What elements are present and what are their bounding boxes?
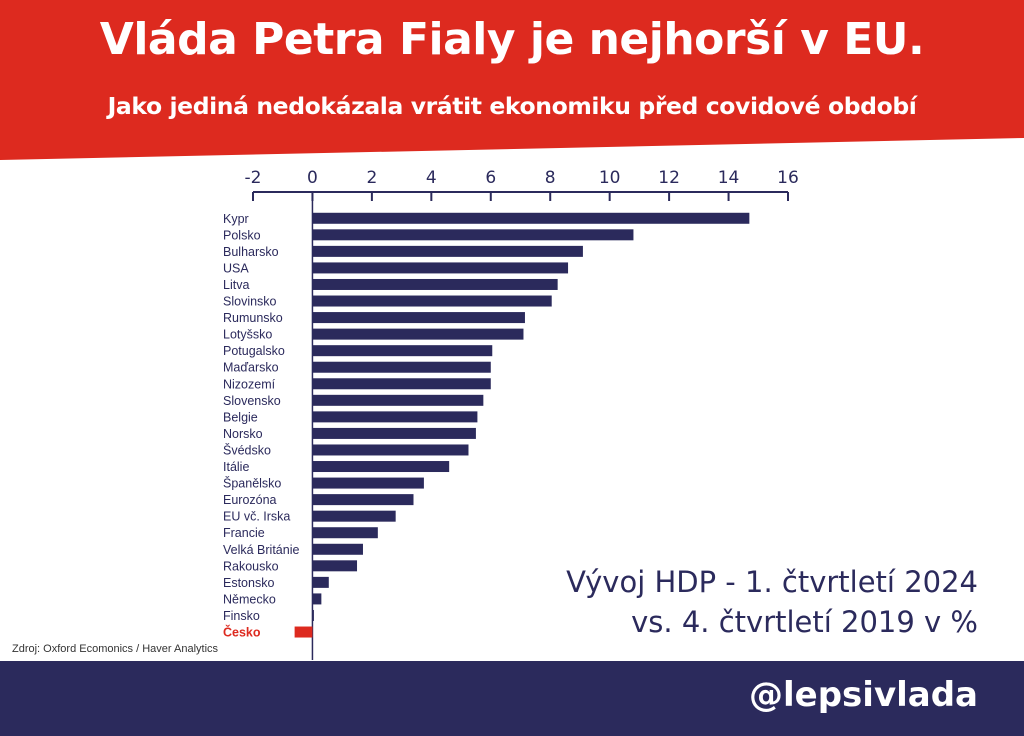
category-label: USA [223,261,249,275]
category-label: Litva [223,278,249,292]
bar-velká-británie [312,543,363,555]
bar-lotyšsko [312,328,524,340]
source-note: Zdroj: Oxford Ecomonics / Haver Analytic… [12,643,219,655]
x-tick-label: 0 [307,168,318,188]
bar-kypr [312,212,750,224]
x-tick-label: 6 [485,168,496,188]
bar-nizozemí [312,378,491,390]
page-subtitle: Jako jediná nedokázala vrátit ekonomiku … [107,92,917,120]
bar-litva [312,278,558,290]
category-label: Německo [223,592,276,606]
bar-belgie [312,411,478,423]
bar-švédsko [312,444,469,456]
category-label: Potugalsko [223,344,285,358]
bar-slovinsko [312,295,552,307]
x-tick-label: 4 [426,168,437,188]
bar-eurozóna [312,494,414,506]
bar-norsko [312,427,476,439]
category-label: Rakousko [223,559,279,573]
bar-slovensko [312,394,484,406]
page-title: Vláda Petra Fialy je nejhorší v EU. [99,14,925,65]
category-label: Španělsko [223,476,281,491]
category-label: Slovensko [223,394,281,408]
x-tick-label: -2 [245,168,262,188]
x-tick-label: 2 [366,168,377,188]
bar-španělsko [312,477,424,489]
category-label: Belgie [223,410,258,424]
category-label: EU vč. Irska [223,510,290,524]
caption-line-1: Vývoj HDP - 1. čtvrtletí 2024 [566,565,978,599]
category-label: Polsko [223,228,261,242]
chart-caption: Vývoj HDP - 1. čtvrtletí 2024 vs. 4. čtv… [458,562,978,642]
bar-chart: -2 0 2 4 6 8 10 12 14 16 Kypr Polsko Bulharsko USA Lit… [223,168,799,660]
x-tick-label: 8 [545,168,556,188]
bar-česko [294,626,313,638]
category-label: Maďarsko [223,361,279,375]
category-label: Finsko [223,609,260,623]
bar-rakousko [312,560,358,572]
x-tick-label: 12 [658,168,680,188]
category-label: Francie [223,526,265,540]
header-background [0,0,1024,160]
bar-itálie [312,461,450,473]
bar-francie [312,527,378,539]
category-label: Velká Británie [223,543,299,557]
category-label: Slovinsko [223,295,277,309]
category-label: Lotyšsko [223,328,272,342]
footer-banner: @lepsivlada [0,661,1024,736]
caption-line-2: vs. 4. čtvrtletí 2019 v % [631,605,978,639]
header-banner: Vláda Petra Fialy je nejhorší v EU. Jako… [0,0,1024,160]
category-label: Kypr [223,212,249,226]
category-label: Rumunsko [223,311,283,325]
category-label: Itálie [223,460,249,474]
x-tick-label: 10 [599,168,621,188]
category-label: Norsko [223,427,263,441]
bar-rumunsko [312,312,525,324]
bar-estonsko [312,576,329,588]
x-tick-label: 16 [777,168,799,188]
category-label: Nizozemí [223,377,276,391]
bar-finsko [312,609,314,621]
category-label: Eurozóna [223,493,277,507]
bar-potugalsko [312,345,493,357]
bar-usa [312,262,569,274]
bar-bulharsko [312,245,583,257]
bar-maďarsko [312,361,491,373]
category-label: Švédsko [223,442,271,457]
category-label: Bulharsko [223,245,279,259]
x-tick-label: 14 [718,168,740,188]
bar-polsko [312,229,634,241]
header-red-shape [0,0,1024,160]
bar-německo [312,593,322,605]
category-label: Česko [223,625,261,640]
social-handle: @lepsivlada [749,675,978,715]
category-label: Estonsko [223,576,274,590]
bar-eu-vč.-irska [312,510,396,522]
